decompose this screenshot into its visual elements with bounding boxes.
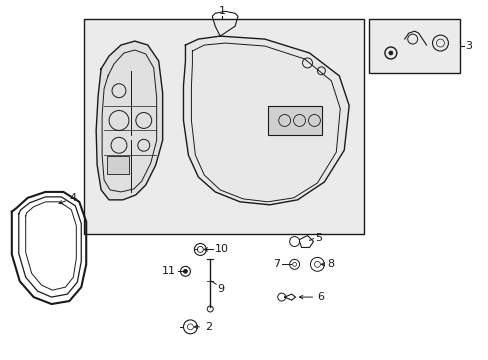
Text: 3: 3 <box>464 41 471 51</box>
Polygon shape <box>96 41 163 200</box>
Bar <box>267 105 322 135</box>
Circle shape <box>183 269 187 273</box>
Text: 1: 1 <box>218 6 225 16</box>
Bar <box>84 19 364 234</box>
Text: 11: 11 <box>161 266 175 276</box>
Text: 9: 9 <box>217 284 224 294</box>
Bar <box>107 156 129 174</box>
Text: 6: 6 <box>317 292 324 302</box>
Bar <box>368 19 459 73</box>
Circle shape <box>388 51 392 55</box>
Text: 4: 4 <box>69 193 76 203</box>
Text: 2: 2 <box>205 322 212 332</box>
Text: 10: 10 <box>215 244 229 255</box>
Text: 5: 5 <box>315 233 322 243</box>
Text: 7: 7 <box>272 259 279 269</box>
Polygon shape <box>183 36 348 205</box>
Text: 8: 8 <box>326 259 334 269</box>
